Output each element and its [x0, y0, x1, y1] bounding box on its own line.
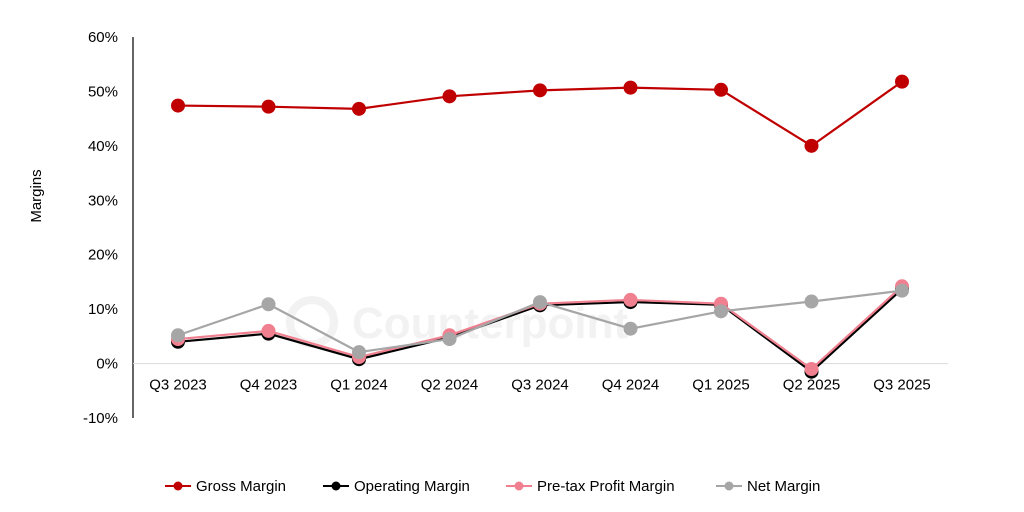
y-axis-ticks: -10% 0% 10% 20% 30% 40% 50% 60% — [83, 29, 118, 427]
legend-label: Net Margin — [747, 478, 820, 495]
y-tick-label: 60% — [88, 29, 118, 46]
y-tick-label: 30% — [88, 192, 118, 209]
y-tick-label: 20% — [88, 247, 118, 264]
x-tick-label: Q4 2024 — [602, 377, 660, 394]
data-point-gross-margin — [352, 101, 366, 116]
watermark: Counterpoint — [286, 296, 629, 348]
legend-marker — [514, 481, 524, 491]
legend-item-net-margin: Net Margin — [716, 478, 820, 495]
y-tick-label: -10% — [83, 410, 118, 427]
x-tick-label: Q3 2023 — [149, 377, 207, 394]
data-point-gross-margin — [442, 89, 457, 104]
x-tick-label: Q2 2024 — [421, 377, 479, 394]
data-point-net-margin — [171, 328, 185, 343]
legend-item-pre-tax-profit-margin: Pre-tax Profit Margin — [506, 478, 675, 495]
x-tick-label: Q3 2024 — [511, 377, 569, 394]
legend-item-operating-margin: Operating Margin — [323, 478, 470, 495]
x-tick-label: Q4 2023 — [240, 377, 298, 394]
data-point-net-margin — [442, 332, 457, 347]
series-net-margin — [171, 283, 909, 360]
data-point-pre-tax-profit-margin — [623, 292, 638, 307]
x-tick-label: Q3 2025 — [873, 377, 931, 394]
data-point-net-margin — [623, 321, 638, 336]
x-tick-label: Q1 2025 — [692, 377, 750, 394]
x-axis-ticks: Q3 2023 Q4 2023 Q1 2024 Q2 2024 Q3 2024 Q4 20… — [149, 377, 931, 394]
y-axis-label: Margins — [28, 169, 45, 222]
data-point-gross-margin — [261, 99, 276, 114]
x-tick-label: Q2 2025 — [783, 377, 841, 394]
data-point-net-margin — [533, 295, 547, 310]
watermark-logo — [286, 296, 338, 348]
data-point-gross-margin — [171, 98, 185, 113]
legend-label: Operating Margin — [354, 478, 470, 495]
data-point-gross-margin — [714, 82, 728, 97]
data-point-gross-margin — [623, 80, 638, 95]
legend-marker — [173, 481, 183, 491]
y-tick-label: 50% — [88, 83, 118, 100]
y-tick-label: 40% — [88, 138, 118, 155]
series-gross-margin — [171, 74, 909, 153]
data-point-pre-tax-profit-margin — [261, 323, 276, 338]
legend-label: Gross Margin — [196, 478, 286, 495]
data-point-net-margin — [804, 294, 819, 309]
data-point-gross-margin — [895, 74, 909, 89]
series-group — [171, 74, 909, 379]
legend-marker — [331, 481, 341, 491]
x-tick-label: Q1 2024 — [330, 377, 388, 394]
legend-marker — [724, 481, 734, 491]
data-point-pre-tax-profit-margin — [804, 362, 819, 377]
legend-label: Pre-tax Profit Margin — [537, 478, 675, 495]
y-tick-label: 0% — [96, 356, 118, 373]
data-point-net-margin — [895, 283, 909, 298]
data-point-net-margin — [352, 345, 366, 360]
legend-item-gross-margin: Gross Margin — [165, 478, 286, 495]
data-point-gross-margin — [533, 83, 547, 98]
data-point-gross-margin — [804, 138, 819, 153]
legend: Gross Margin Operating Margin Pre-tax Prof… — [165, 478, 820, 495]
data-point-net-margin — [261, 297, 276, 312]
y-tick-label: 10% — [88, 301, 118, 318]
data-point-net-margin — [714, 304, 728, 319]
